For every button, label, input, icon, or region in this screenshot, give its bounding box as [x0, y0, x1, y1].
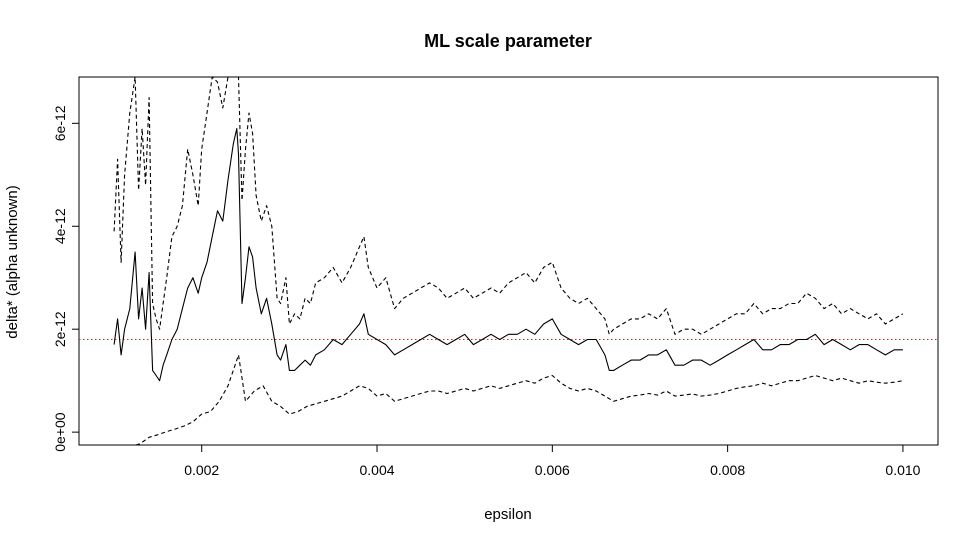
y-axis-label: delta* (alpha unknown)	[4, 185, 21, 338]
lower-bound-line	[135, 354, 903, 445]
x-axis-label: epsilon	[484, 506, 532, 523]
x-tick-label: 0.006	[535, 462, 570, 478]
upper-bound-line	[113, 77, 904, 335]
plot-area	[79, 77, 938, 445]
x-tick-label: 0.002	[184, 462, 219, 478]
y-tick-label: 4e-12	[52, 208, 68, 244]
x-axis: 0.002 0.004 0.006 0.008 0.010	[184, 444, 921, 478]
y-tick-label: 6e-12	[52, 105, 68, 141]
y-tick-label: 0e+00	[52, 412, 68, 452]
y-tick-label: 2e-12	[52, 311, 68, 347]
plot-frame	[78, 76, 939, 446]
y-axis: 0e+00 2e-12 4e-12 6e-12	[52, 105, 80, 452]
x-tick-label: 0.010	[885, 462, 920, 478]
chart-title: ML scale parameter	[424, 31, 592, 51]
x-tick-label: 0.008	[710, 462, 745, 478]
estimate-line	[113, 127, 903, 382]
x-tick-label: 0.004	[359, 462, 394, 478]
